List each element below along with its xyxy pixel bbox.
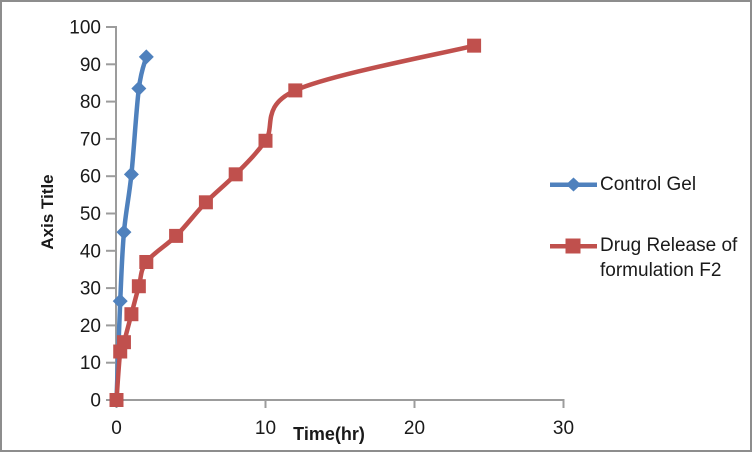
- y-axis-tick-label: 10: [80, 353, 101, 374]
- data-point-square: [198, 195, 213, 210]
- data-point-square: [258, 133, 273, 148]
- y-axis-tick-label: 80: [80, 92, 101, 113]
- data-point-diamond: [123, 166, 139, 182]
- data-point-square: [131, 279, 146, 294]
- y-axis-tick-label: 90: [80, 55, 101, 76]
- data-point-square: [116, 335, 131, 350]
- y-axis-tick-label: 50: [80, 204, 101, 225]
- series-line-formulation-f2: [114, 43, 477, 403]
- data-point-square: [467, 38, 482, 53]
- y-axis-title: Axis Title: [38, 174, 57, 250]
- data-point-square: [228, 167, 243, 182]
- y-axis-tick-label: 30: [80, 279, 101, 300]
- y-axis-tick: [106, 26, 116, 28]
- x-axis-line: [115, 399, 564, 401]
- x-axis-tick: [562, 399, 565, 408]
- x-axis-tick-label: 30: [553, 418, 574, 439]
- data-point-square: [169, 228, 184, 243]
- legend-item-control-gel: Control Gel: [550, 172, 696, 197]
- data-point-diamond: [112, 293, 128, 309]
- y-axis-tick-label: 0: [90, 391, 101, 412]
- legend-label: Control Gel: [600, 174, 697, 195]
- x-axis-tick-label: 0: [111, 418, 122, 439]
- y-axis-tick-label: 70: [80, 129, 101, 150]
- x-axis-tick-label: 10: [255, 418, 276, 439]
- data-point-diamond: [138, 49, 154, 65]
- data-point-square: [124, 307, 139, 322]
- legend-swatch-square-icon: [550, 238, 597, 254]
- legend-label: Drug Release of formulation F2: [600, 235, 738, 281]
- x-axis-tick: [264, 399, 267, 408]
- x-axis-title: Time(hr): [293, 424, 365, 444]
- y-axis-tick-label: 100: [69, 18, 101, 39]
- y-axis-tick: [106, 212, 116, 215]
- y-axis-tick: [106, 100, 116, 103]
- x-axis-tick-label: 20: [404, 418, 425, 439]
- data-point-diamond: [131, 81, 147, 97]
- y-axis-tick: [106, 287, 116, 290]
- x-axis-tick: [413, 399, 416, 408]
- y-axis-tick: [106, 249, 116, 252]
- legend-item-drug-release: Drug Release of formulation F2: [550, 233, 737, 283]
- data-point-square: [109, 393, 124, 407]
- y-axis-tick: [106, 137, 116, 140]
- y-axis-tick-label: 40: [80, 241, 101, 262]
- data-point-square: [288, 83, 303, 98]
- y-axis-tick: [106, 175, 116, 178]
- y-axis-tick: [106, 324, 116, 327]
- y-axis-tick-label: 20: [80, 316, 101, 337]
- y-axis-tick: [106, 63, 116, 66]
- data-point-diamond: [116, 224, 132, 240]
- y-axis-tick-label: 60: [80, 167, 101, 188]
- y-axis-tick: [106, 361, 116, 364]
- legend-swatch-diamond-icon: [550, 177, 597, 192]
- data-point-square: [139, 254, 154, 269]
